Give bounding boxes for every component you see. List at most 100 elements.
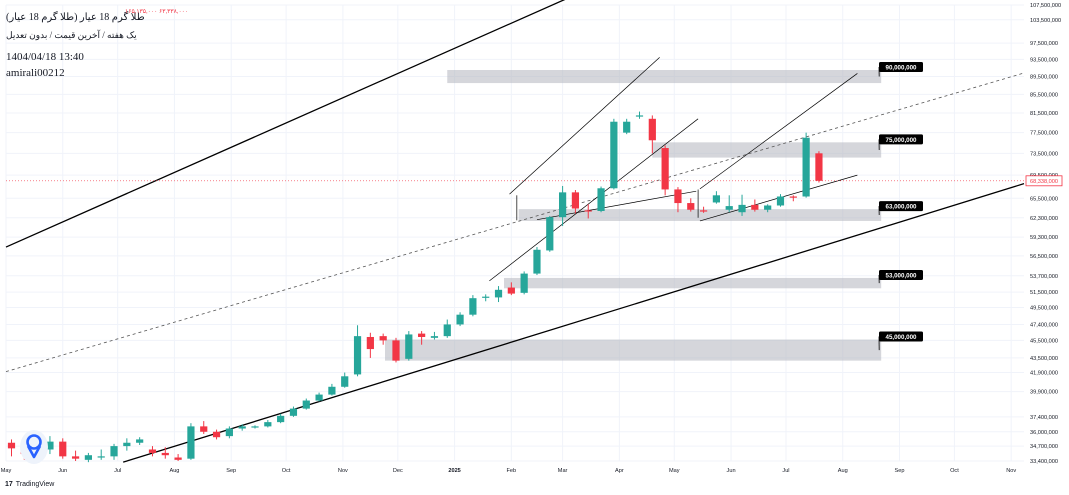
time-tick-label: 2025	[448, 468, 460, 474]
candle	[571, 190, 580, 214]
flag-upper	[699, 73, 858, 190]
candle	[97, 449, 105, 460]
time-tick-label: Mar	[558, 468, 568, 474]
time-tick-label: Nov	[1006, 468, 1016, 474]
candle	[507, 282, 515, 296]
candle-body	[328, 386, 336, 395]
channel-lower	[122, 183, 1025, 463]
price-tick-label: 77,500,000	[1030, 131, 1058, 137]
candle-body	[456, 314, 464, 325]
zone-63	[518, 209, 882, 221]
candle-body	[623, 121, 631, 133]
price-tick-label: 33,400,000	[1030, 459, 1058, 465]
candle-body	[597, 188, 605, 211]
time-tick-label: Dec	[393, 468, 403, 474]
zone-labels: 90,000,000 75,000,000 63,000,000 53,000,000…	[878, 62, 923, 351]
candle	[764, 204, 772, 213]
time-tick-label: Nov	[338, 468, 348, 474]
time-tick-label: Jun	[727, 468, 736, 474]
price-tick-label: 81,500,000	[1030, 111, 1058, 117]
candle-body	[187, 426, 195, 459]
candle-body	[751, 204, 759, 210]
candle	[725, 195, 733, 213]
candle	[789, 195, 797, 202]
candle	[366, 332, 374, 358]
price-tick-label: 39,900,000	[1030, 390, 1058, 396]
candle-body	[289, 408, 298, 416]
candle-body	[661, 148, 669, 190]
candle-body	[546, 217, 554, 251]
candle-body	[494, 289, 503, 298]
candle-body	[341, 376, 349, 387]
candle-body	[46, 441, 54, 450]
map-pin-icon[interactable]	[19, 429, 49, 467]
zone-90	[447, 70, 882, 84]
candle	[212, 429, 221, 440]
candle	[328, 383, 336, 396]
symbol-title: طلا گرم 18 عیار (طلا گرم 18 عیار)	[6, 12, 145, 23]
tv-logo-name: TradingView	[15, 481, 55, 488]
candle-body	[148, 449, 157, 453]
candle	[59, 438, 67, 459]
price-tick-label: 34,700,000	[1030, 444, 1058, 450]
candle-body	[59, 441, 67, 457]
candle	[712, 191, 721, 204]
candle-body	[648, 118, 656, 141]
last-price-label: 68,338,000	[1030, 179, 1058, 185]
candles	[7, 111, 823, 463]
candle	[148, 446, 157, 457]
price-tick-label: 85,500,000	[1030, 92, 1058, 98]
price-tick-label: 73,500,000	[1030, 151, 1058, 157]
candle	[738, 194, 746, 216]
time-tick-label: Jul	[782, 468, 789, 474]
candle	[584, 204, 592, 219]
candle-body	[71, 456, 80, 459]
chart-datetime: 1404/04/18 13:40	[6, 51, 84, 63]
price-tick-label: 65,500,000	[1030, 196, 1058, 202]
candle	[623, 118, 631, 135]
candle	[520, 271, 528, 295]
candle	[597, 186, 605, 213]
candle	[200, 421, 208, 434]
time-tick-label: Jun	[58, 468, 67, 474]
channel-upper	[5, 0, 566, 248]
zone-label-text: 45,000,000	[886, 334, 918, 341]
candle-body	[200, 426, 208, 432]
candle-body	[520, 273, 528, 293]
candle-body	[84, 455, 92, 460]
candle	[392, 337, 400, 363]
candle-body	[392, 340, 400, 361]
time-axis[interactable]: May Jun Jul Aug Sep Oct Nov Dec 2025 Feb Mar Apr May…	[1, 468, 1017, 474]
candle	[469, 295, 477, 317]
support-resistance-zones	[385, 70, 882, 361]
candle	[687, 198, 695, 212]
tradingview-logo[interactable]: 17 TradingView	[5, 481, 54, 488]
price-tick-label: 49,500,000	[1030, 306, 1058, 312]
candle	[289, 406, 298, 417]
time-tick-label: Aug	[838, 468, 848, 474]
channel-mid	[5, 72, 1025, 373]
candle	[46, 436, 54, 455]
candle	[353, 325, 362, 377]
candle	[815, 151, 823, 183]
candle-body	[136, 439, 144, 443]
zone-label-text: 90,000,000	[886, 65, 918, 72]
candle	[251, 425, 259, 429]
price-tick-label: 36,000,000	[1030, 430, 1058, 436]
author-username: amirali00212	[6, 67, 65, 79]
trendlines	[5, 0, 1025, 463]
candle	[405, 331, 413, 361]
candle	[494, 286, 503, 303]
grid	[5, 4, 1024, 462]
price-tick-label: 47,400,000	[1030, 322, 1058, 328]
candle-body	[315, 394, 323, 401]
price-tick-label: 41,900,000	[1030, 371, 1058, 377]
candle	[430, 331, 439, 340]
zone-53	[504, 277, 882, 289]
candle	[776, 194, 785, 207]
time-tick-label: Jul	[114, 468, 121, 474]
price-axis[interactable]: 107,500,000 103,500,000 97,500,000 93,500,0…	[1025, 3, 1063, 465]
candle-body	[469, 298, 477, 315]
zone-75	[652, 142, 882, 158]
